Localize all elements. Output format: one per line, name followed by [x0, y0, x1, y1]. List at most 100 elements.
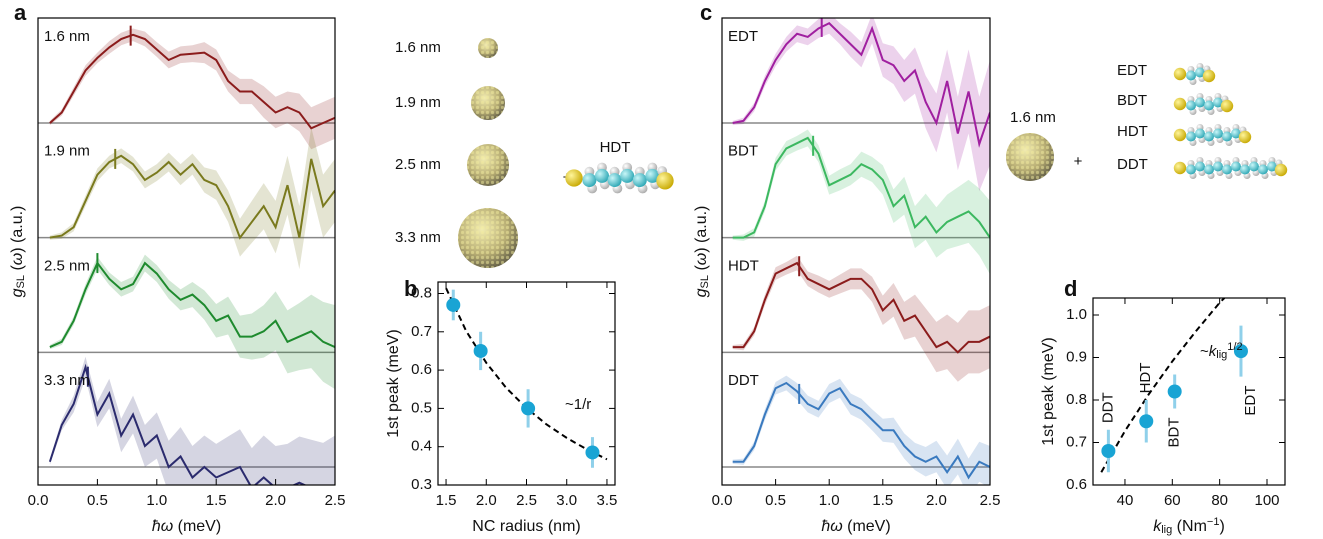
- annotation: ~1/r: [565, 396, 591, 413]
- point-label: BDT: [1166, 418, 1183, 448]
- x-tick-label: 60: [1164, 492, 1181, 509]
- x-tick-label: 100: [1254, 492, 1279, 509]
- label-part: ) (a.u.): [9, 206, 26, 253]
- y-tick-label: 0.6: [411, 361, 432, 378]
- size-label: 3.3 nm: [395, 229, 441, 246]
- molecule: [1174, 63, 1215, 85]
- x-tick-label: 1.0: [146, 492, 167, 509]
- error-band: [50, 127, 335, 269]
- carbon-atom: [1204, 165, 1214, 175]
- y-axis-label: 1st peak (meV): [385, 329, 402, 437]
- error-band: [50, 357, 335, 539]
- carbon-atom: [1195, 162, 1205, 172]
- label-part: g: [9, 288, 26, 297]
- y-axis-label: 1st peak (meV): [1040, 337, 1057, 445]
- series-label: 1.6 nm: [44, 28, 90, 45]
- label-part: ħω: [821, 518, 842, 535]
- carbon-atom: [1204, 132, 1214, 142]
- panel-label: d: [1064, 276, 1077, 301]
- label-part: −1: [1207, 516, 1220, 528]
- series-label: 1.9 nm: [44, 143, 90, 160]
- point: [1168, 385, 1182, 399]
- y-tick-label: 0.7: [1066, 433, 1087, 450]
- molecule: [1174, 124, 1251, 146]
- plus-sign: +: [1074, 153, 1083, 170]
- fit-curve: [446, 288, 607, 459]
- carbon-atom: [620, 169, 634, 183]
- carbon-atom: [1249, 162, 1259, 172]
- y-axis-label: gSL (ω) (a.u.): [9, 206, 27, 298]
- label-part: lig: [1216, 349, 1227, 361]
- y-tick-label: 0.9: [1066, 348, 1087, 365]
- y-tick-label: 0.3: [411, 476, 432, 493]
- x-tick-label: 2.5: [516, 492, 537, 509]
- x-tick-label: 2.0: [476, 492, 497, 509]
- series-label: 3.3 nm: [44, 372, 90, 389]
- label-part: (meV): [173, 518, 221, 535]
- point: [1101, 444, 1115, 458]
- carbon-atom: [1258, 165, 1268, 175]
- size-label: 1.6 nm: [1010, 109, 1056, 126]
- carbon-atom: [1186, 101, 1196, 111]
- size-label: 1.6 nm: [395, 39, 441, 56]
- point: [446, 298, 460, 312]
- carbon-atom: [1186, 165, 1196, 175]
- x-tick-label: 2.0: [926, 492, 947, 509]
- nanocrystal-texture: [1006, 133, 1054, 181]
- point: [1139, 414, 1153, 428]
- y-tick-label: 0.4: [411, 438, 432, 455]
- sulfur-atom: [656, 172, 673, 189]
- series-label: 2.5 nm: [44, 257, 90, 274]
- ligand-label: HDT: [1117, 123, 1148, 140]
- sulfur-atom: [1275, 164, 1287, 176]
- carbon-atom: [1213, 162, 1223, 172]
- x-tick-label: 1.5: [206, 492, 227, 509]
- label-part: ω: [9, 253, 26, 265]
- carbon-atom: [595, 169, 609, 183]
- ligand-label: DDT: [1117, 156, 1148, 173]
- point-label: HDT: [1137, 363, 1154, 394]
- label-part: ~1/r: [565, 396, 591, 413]
- x-tick-label: 1.0: [819, 492, 840, 509]
- plot-area: [38, 26, 335, 539]
- y-tick-label: 1.0: [1066, 306, 1087, 323]
- label-part: ) (a.u.): [693, 206, 710, 253]
- label-part: 1/2: [1227, 341, 1242, 353]
- carbon-atom: [1231, 162, 1241, 172]
- sulfur-atom: [1221, 100, 1233, 112]
- carbon-atom: [1195, 98, 1205, 108]
- series-label: BDT: [728, 143, 758, 160]
- x-tick-label: 80: [1211, 492, 1228, 509]
- carbon-atom: [582, 173, 596, 187]
- nanocrystal-texture: [458, 208, 518, 268]
- error-band: [733, 376, 990, 497]
- size-label: 2.5 nm: [395, 156, 441, 173]
- point-label: DDT: [1099, 392, 1116, 423]
- carbon-atom: [1186, 71, 1196, 81]
- series-label: HDT: [728, 257, 759, 274]
- y-tick-label: 0.8: [1066, 391, 1087, 408]
- x-tick-label: 0.0: [28, 492, 49, 509]
- nanocrystal-texture: [478, 38, 498, 58]
- x-tick-label: 2.5: [980, 492, 1001, 509]
- point: [474, 344, 488, 358]
- plot-area: [446, 288, 607, 468]
- x-tick-label: 2.0: [265, 492, 286, 509]
- x-tick-label: 0.5: [765, 492, 786, 509]
- ligand-label: EDT: [1117, 62, 1147, 79]
- panel-label: a: [14, 0, 27, 25]
- nanocrystal-texture: [471, 86, 505, 120]
- x-tick-label: 40: [1117, 492, 1134, 509]
- x-tick-label: 0.0: [712, 492, 733, 509]
- carbon-atom: [608, 173, 622, 187]
- label-part: SL: [15, 275, 27, 288]
- x-axis-label: ħω (meV): [821, 518, 890, 535]
- carbon-atom: [1186, 132, 1196, 142]
- carbon-atom: [1240, 165, 1250, 175]
- nanocrystal-texture: [467, 144, 509, 186]
- label-part: (meV): [843, 518, 891, 535]
- point-label: EDT: [1242, 386, 1259, 416]
- x-axis-label: klig (Nm−1): [1153, 516, 1225, 536]
- point: [521, 401, 535, 415]
- x-axis-label: ħω (meV): [152, 518, 221, 535]
